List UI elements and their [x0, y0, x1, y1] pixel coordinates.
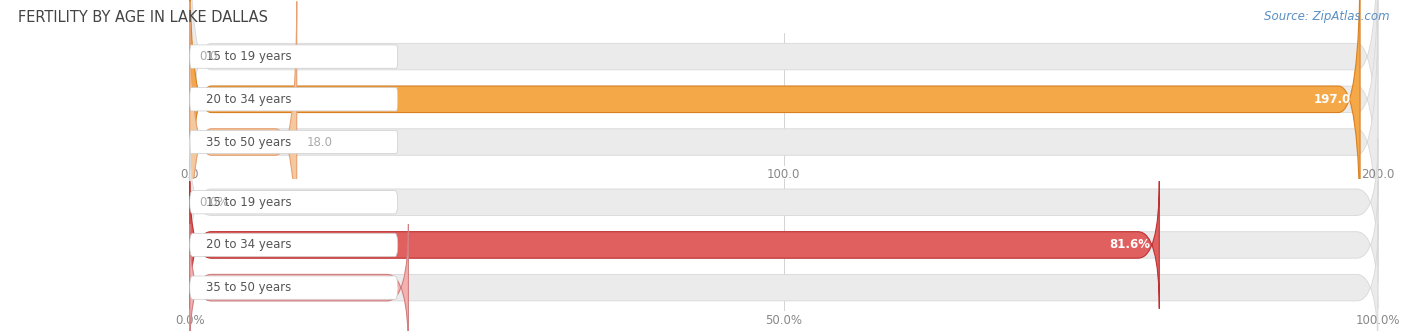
FancyBboxPatch shape [190, 181, 1378, 308]
Text: 18.4%: 18.4% [359, 281, 399, 294]
Text: 35 to 50 years: 35 to 50 years [207, 135, 291, 149]
Text: Source: ZipAtlas.com: Source: ZipAtlas.com [1264, 10, 1389, 23]
FancyBboxPatch shape [190, 224, 1378, 331]
Text: FERTILITY BY AGE IN LAKE DALLAS: FERTILITY BY AGE IN LAKE DALLAS [18, 10, 269, 25]
FancyBboxPatch shape [190, 191, 398, 214]
FancyBboxPatch shape [190, 2, 297, 283]
FancyBboxPatch shape [190, 233, 398, 257]
FancyBboxPatch shape [190, 224, 408, 331]
FancyBboxPatch shape [190, 0, 1378, 240]
FancyBboxPatch shape [190, 0, 1360, 240]
Text: 20 to 34 years: 20 to 34 years [207, 93, 292, 106]
FancyBboxPatch shape [190, 0, 1378, 197]
FancyBboxPatch shape [190, 45, 398, 68]
FancyBboxPatch shape [190, 130, 398, 154]
Text: 0.0: 0.0 [200, 50, 218, 63]
FancyBboxPatch shape [190, 276, 398, 299]
Text: 35 to 50 years: 35 to 50 years [207, 281, 291, 294]
FancyBboxPatch shape [190, 88, 398, 111]
Text: 20 to 34 years: 20 to 34 years [207, 238, 292, 252]
FancyBboxPatch shape [190, 139, 1378, 266]
Text: 0.0%: 0.0% [200, 196, 229, 209]
Text: 81.6%: 81.6% [1109, 238, 1150, 252]
Text: 197.0: 197.0 [1313, 93, 1351, 106]
FancyBboxPatch shape [190, 181, 1160, 308]
Text: 15 to 19 years: 15 to 19 years [207, 50, 292, 63]
Text: 15 to 19 years: 15 to 19 years [207, 196, 292, 209]
FancyBboxPatch shape [190, 2, 1378, 283]
Text: 18.0: 18.0 [307, 135, 332, 149]
